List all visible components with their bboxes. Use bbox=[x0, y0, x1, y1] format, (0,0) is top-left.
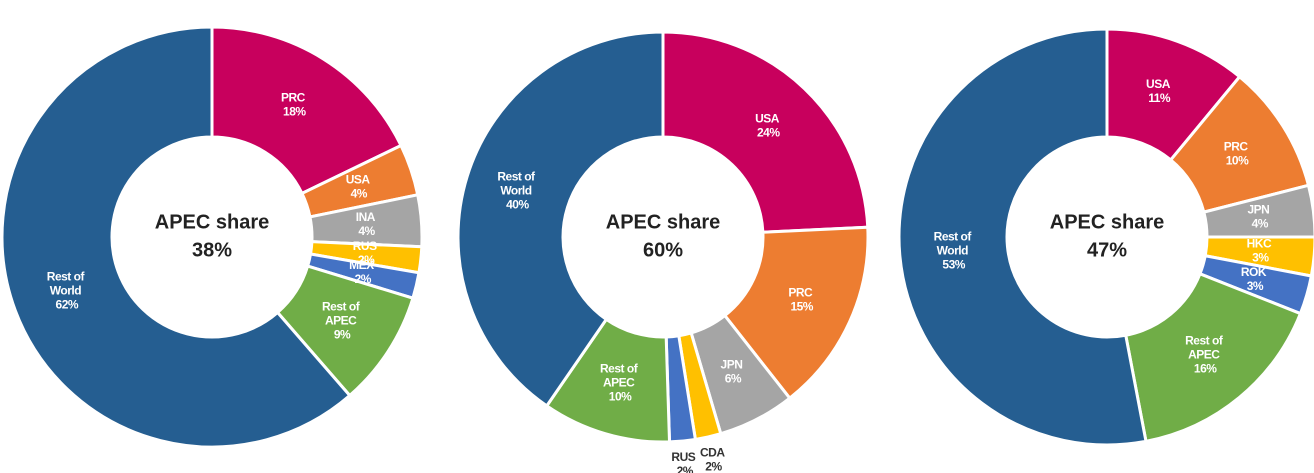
label-line: Rest of bbox=[934, 230, 974, 244]
slice-label: Rest of APEC 9% bbox=[322, 300, 362, 342]
label-line: 9% bbox=[334, 328, 351, 342]
label-line: USA bbox=[755, 112, 781, 126]
label-line: PRC bbox=[1224, 140, 1251, 154]
label-line: MEX bbox=[349, 258, 376, 272]
label-line: 62% bbox=[56, 297, 79, 311]
slice-label: PRC 10% bbox=[1224, 140, 1251, 168]
slice-label: Rest of World 62% bbox=[47, 269, 87, 311]
slice-label: Rest of APEC 16% bbox=[1185, 334, 1225, 376]
slice-label: JPN 6% bbox=[721, 358, 746, 386]
label-line: 6% bbox=[725, 372, 742, 386]
donut-slice bbox=[210, 25, 404, 196]
label-line: 2% bbox=[358, 253, 375, 267]
label-line: APEC bbox=[1188, 348, 1222, 362]
label-line: 18% bbox=[283, 105, 306, 119]
label-line: 3% bbox=[1247, 279, 1264, 293]
slice-label: MEX 2% bbox=[349, 258, 376, 286]
label-line: CDA bbox=[700, 446, 727, 460]
slice-label: Rest of World 40% bbox=[497, 170, 537, 212]
label-line: World bbox=[50, 283, 84, 297]
label-line: 4% bbox=[351, 186, 368, 200]
label-line: 16% bbox=[1194, 362, 1217, 376]
center-value: 60% bbox=[643, 239, 683, 261]
label-line: 40% bbox=[506, 198, 529, 212]
label-line: RUS bbox=[353, 239, 380, 253]
label-line: 2% bbox=[677, 464, 694, 473]
label-line: Rest of bbox=[322, 300, 362, 314]
label-line: World bbox=[500, 184, 534, 198]
label-line: Rest of bbox=[600, 361, 640, 375]
slice-label: JPN 4% bbox=[1247, 203, 1272, 231]
label-line: 11% bbox=[1148, 91, 1171, 105]
slice-label: INA 4% bbox=[356, 210, 378, 238]
label-line: Rest of bbox=[47, 269, 87, 283]
label-line: USA bbox=[1146, 77, 1172, 91]
label-line: 10% bbox=[609, 389, 632, 403]
slice-label: USA 24% bbox=[755, 112, 781, 140]
donut-slice bbox=[661, 30, 870, 234]
label-line: 4% bbox=[1252, 217, 1269, 231]
center-title: APEC share bbox=[1050, 211, 1165, 233]
label-line: 2% bbox=[705, 460, 722, 473]
donut-slice bbox=[456, 30, 665, 408]
label-line: INA bbox=[356, 210, 378, 224]
label-line: ROK bbox=[1241, 265, 1269, 279]
slice-label: PRC 15% bbox=[788, 286, 815, 314]
label-line: 3% bbox=[1252, 251, 1269, 265]
label-line: PRC bbox=[281, 91, 308, 105]
label-line: 4% bbox=[358, 224, 375, 238]
label-line: PRC bbox=[788, 286, 815, 300]
slice-label: USA 11% bbox=[1146, 77, 1172, 105]
label-line: JPN bbox=[1247, 203, 1272, 217]
slice-label: Rest of World 53% bbox=[934, 230, 974, 272]
donut-slice bbox=[897, 27, 1148, 447]
label-line: JPN bbox=[721, 358, 746, 372]
slice-label: RUS 2% bbox=[353, 239, 380, 267]
slice-label: ROK 3% bbox=[1241, 265, 1269, 293]
label-line: 24% bbox=[757, 126, 780, 140]
slice-label: USA 4% bbox=[346, 172, 372, 200]
center-value: 47% bbox=[1087, 239, 1127, 261]
slice-label: HKC 3% bbox=[1247, 237, 1274, 265]
label-line: Rest of bbox=[1185, 334, 1225, 348]
slice-label: Rest of APEC 10% bbox=[600, 361, 640, 403]
label-line: RUS bbox=[671, 450, 698, 464]
slice-label: PRC 18% bbox=[281, 91, 308, 119]
label-line: World bbox=[937, 244, 971, 258]
label-line: USA bbox=[346, 172, 372, 186]
donut-slice bbox=[0, 25, 352, 449]
label-line: APEC bbox=[325, 314, 359, 328]
label-line: APEC bbox=[603, 375, 637, 389]
center-title: APEC share bbox=[155, 211, 270, 233]
slice-label: CDA 2% bbox=[700, 446, 727, 473]
label-line: 10% bbox=[1226, 154, 1249, 168]
label-line: 15% bbox=[790, 300, 813, 314]
label-line: 53% bbox=[942, 258, 965, 272]
center-title: APEC share bbox=[606, 211, 721, 233]
donut-slice bbox=[722, 225, 870, 401]
donut-slice bbox=[1123, 271, 1303, 444]
label-line: HKC bbox=[1247, 237, 1274, 251]
center-value: 38% bbox=[192, 239, 232, 261]
slice-label: RUS 2% bbox=[671, 450, 698, 473]
label-line: Rest of bbox=[497, 170, 537, 184]
label-line: 2% bbox=[355, 272, 372, 286]
